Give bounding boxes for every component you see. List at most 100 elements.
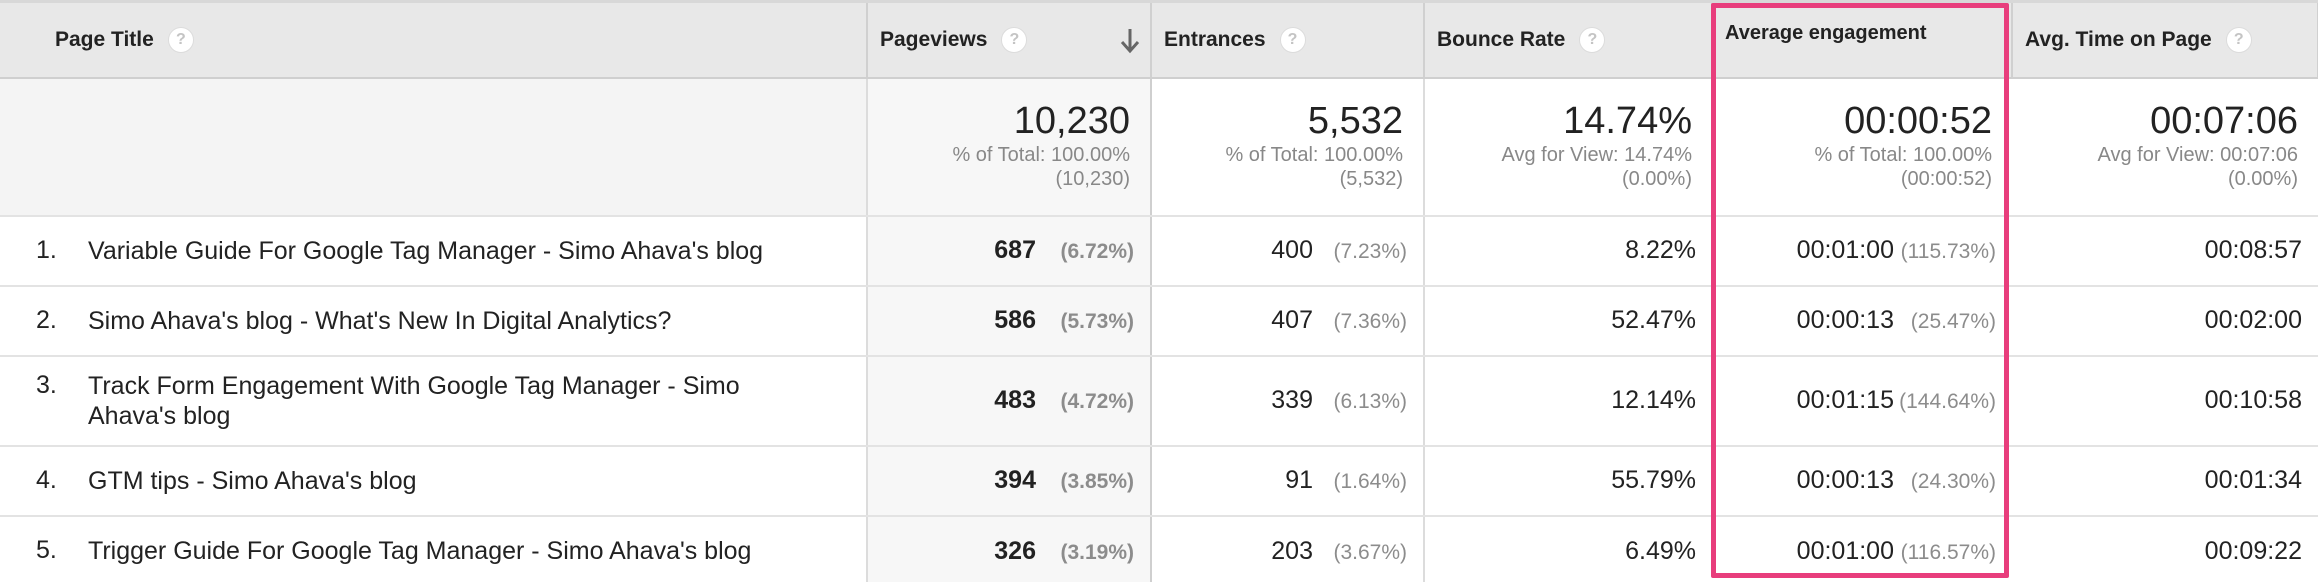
avg-time-on-page-value: 00:01:34 — [2204, 466, 2302, 494]
total-subtext: (00:00:52) — [1900, 167, 1992, 190]
entrances-percent: (7.36%) — [1333, 310, 1407, 333]
totals-avg-time-on-page: 00:07:06 Avg for View: 00:07:06 (0.00%) — [2012, 77, 2318, 217]
total-subtext: % of Total: 100.00% — [952, 143, 1130, 166]
page-title-link[interactable]: GTM tips - Simo Ahava's blog — [88, 466, 417, 495]
header-label: Entrances — [1164, 27, 1266, 51]
entrances-value: 339 — [1271, 386, 1313, 414]
pageviews-value: 586 — [994, 306, 1036, 334]
table-row: 1. Variable Guide For Google Tag Manager … — [0, 215, 2318, 287]
pageviews-percent: (3.19%) — [1060, 540, 1134, 564]
totals-pageviews: 10,230 % of Total: 100.00% (10,230) — [866, 77, 1152, 217]
average-engagement-cell: 00:01:15 (144.64%) — [1712, 355, 2012, 447]
entrances-value: 407 — [1271, 306, 1313, 334]
bounce-rate-value: 52.47% — [1611, 306, 1696, 334]
pageviews-value: 394 — [994, 466, 1036, 494]
total-subtext: (10,230) — [1055, 167, 1131, 190]
total-value: 00:07:06 — [2150, 99, 2298, 142]
total-subtext: (0.00%) — [2227, 167, 2298, 190]
row-rank: 5. — [36, 536, 57, 564]
page-title-link[interactable]: Simo Ahava's blog - What's New In Digita… — [88, 306, 672, 335]
table-row: 3. Track Form Engagement With Google Tag … — [0, 355, 2318, 447]
pageviews-cell: 586 (5.73%) — [866, 285, 1152, 357]
pageviews-value: 483 — [994, 386, 1036, 414]
total-value: 10,230 — [1013, 99, 1130, 142]
header-entrances[interactable]: Entrances? — [1151, 0, 1425, 79]
average-engagement-percent: (24.30%) — [1910, 470, 1996, 493]
total-subtext: Avg for View: 00:07:06 — [2097, 143, 2298, 166]
average-engagement-value: 00:00:13 — [1796, 466, 1894, 494]
entrances-percent: (6.13%) — [1333, 390, 1407, 413]
average-engagement-percent: (115.73%) — [1900, 240, 1996, 263]
average-engagement-value: 00:01:00 — [1796, 536, 1894, 565]
table-row: 2. Simo Ahava's blog - What's New In Digi… — [0, 285, 2318, 357]
pageviews-cell: 394 (3.85%) — [866, 445, 1152, 517]
header-pageviews[interactable]: Pageviews? — [867, 0, 1152, 79]
entrances-cell: 91 (1.64%) — [1151, 445, 1425, 517]
header-page-title[interactable]: Page Title? — [0, 0, 868, 79]
entrances-cell: 203 (3.67%) — [1151, 515, 1425, 582]
header-label: Avg. Time on Page — [2025, 27, 2212, 51]
header-avg-time-on-page[interactable]: Avg. Time on Page? — [2012, 0, 2318, 79]
totals-bounce-rate: 14.74% Avg for View: 14.74% (0.00%) — [1424, 77, 1712, 217]
page-title-link[interactable]: Variable Guide For Google Tag Manager - … — [88, 236, 764, 265]
page-title-link[interactable]: Trigger Guide For Google Tag Manager - S… — [88, 537, 752, 565]
total-value: 14.74% — [1563, 99, 1692, 142]
header-bounce-rate[interactable]: Bounce Rate? — [1424, 0, 1713, 79]
bounce-rate-cell: 52.47% — [1424, 285, 1712, 357]
average-engagement-cell: 00:00:13 (25.47%) — [1712, 285, 2012, 357]
entrances-value: 400 — [1271, 236, 1313, 264]
entrances-cell: 407 (7.36%) — [1151, 285, 1425, 357]
row-rank: 3. — [36, 370, 57, 399]
table-row: 5. Trigger Guide For Google Tag Manager -… — [0, 515, 2318, 582]
entrances-percent: (3.67%) — [1333, 540, 1407, 564]
avg-time-on-page-cell: 00:09:22 — [2012, 516, 2318, 582]
entrances-value: 203 — [1271, 536, 1313, 565]
table-header-row: Page Title? Pageviews? Entrances? Bounce… — [0, 0, 2318, 79]
entrances-cell: 400 (7.23%) — [1151, 215, 1425, 287]
total-subtext: Avg for View: 14.74% — [1501, 143, 1693, 166]
totals-row: 10,230 % of Total: 100.00% (10,230) 5,53… — [0, 77, 2318, 217]
row-rank: 1. — [36, 235, 57, 264]
help-icon[interactable]: ? — [1279, 26, 1306, 53]
pageviews-value: 326 — [994, 536, 1036, 565]
entrances-percent: (1.64%) — [1333, 470, 1407, 493]
avg-time-on-page-value: 00:02:00 — [2204, 306, 2302, 334]
pageviews-percent: (4.72%) — [1060, 390, 1134, 413]
total-subtext: (0.00%) — [1621, 167, 1692, 190]
average-engagement-cell: 00:01:00 (115.73%) — [1712, 215, 2012, 287]
average-engagement-cell: 00:01:00 (116.57%) — [1712, 516, 2012, 582]
header-label: Bounce Rate — [1437, 27, 1566, 51]
total-subtext: % of Total: 100.00% — [1814, 143, 1992, 166]
pageviews-percent: (5.73%) — [1060, 310, 1134, 333]
arrow-down-icon[interactable] — [1118, 27, 1142, 55]
pageviews-percent: (3.85%) — [1060, 470, 1134, 493]
average-engagement-percent: (144.64%) — [1899, 390, 1996, 413]
page-title-cell: 3. Track Form Engagement With Google Tag … — [0, 355, 867, 447]
avg-time-on-page-value: 00:10:58 — [2204, 386, 2302, 414]
help-icon[interactable]: ? — [1579, 26, 1606, 53]
average-engagement-cell: 00:00:13 (24.30%) — [1712, 445, 2012, 517]
page-title-link[interactable]: Track Form Engagement With Google Tag Ma… — [88, 371, 740, 430]
bounce-rate-value: 12.14% — [1611, 386, 1696, 414]
total-value: 5,532 — [1307, 99, 1403, 142]
average-engagement-percent: (25.47%) — [1910, 310, 1996, 333]
totals-average-engagement: 00:00:52 % of Total: 100.00% (00:00:52) — [1712, 77, 2012, 217]
row-rank: 2. — [36, 305, 57, 334]
pageviews-cell: 326 (3.19%) — [866, 515, 1152, 582]
row-rank: 4. — [36, 465, 57, 494]
average-engagement-value: 00:01:15 — [1796, 386, 1894, 414]
header-average-engagement[interactable]: Average engagement — [1712, 0, 2013, 79]
total-subtext: % of Total: 100.00% — [1225, 143, 1403, 166]
avg-time-on-page-cell: 00:01:34 — [2012, 445, 2318, 517]
help-icon[interactable]: ? — [167, 26, 194, 53]
help-icon[interactable]: ? — [1001, 26, 1028, 53]
average-engagement-value: 00:00:13 — [1796, 306, 1894, 334]
avg-time-on-page-cell: 00:10:58 — [2012, 355, 2318, 447]
avg-time-on-page-value: 00:09:22 — [2204, 536, 2302, 565]
bounce-rate-cell: 8.22% — [1424, 215, 1712, 287]
avg-time-on-page-cell: 00:08:57 — [2012, 215, 2318, 287]
pageviews-cell: 483 (4.72%) — [866, 355, 1152, 447]
entrances-percent: (7.23%) — [1333, 240, 1407, 263]
page-title-cell: 4. GTM tips - Simo Ahava's blog — [0, 445, 867, 517]
help-icon[interactable]: ? — [2225, 26, 2252, 53]
